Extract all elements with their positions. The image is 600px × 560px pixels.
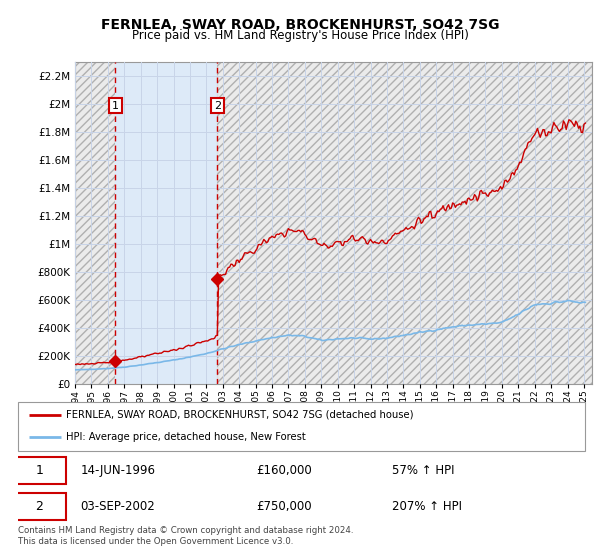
Text: 03-SEP-2002: 03-SEP-2002	[80, 500, 155, 513]
Text: FERNLEA, SWAY ROAD, BROCKENHURST, SO42 7SG (detached house): FERNLEA, SWAY ROAD, BROCKENHURST, SO42 7…	[66, 410, 413, 420]
Text: £160,000: £160,000	[256, 464, 312, 477]
Bar	[75, 62, 115, 384]
Text: £750,000: £750,000	[256, 500, 312, 513]
Text: 2: 2	[214, 101, 221, 111]
Text: 207% ↑ HPI: 207% ↑ HPI	[392, 500, 462, 513]
Bar	[115, 62, 217, 384]
Text: 1: 1	[35, 464, 43, 477]
FancyBboxPatch shape	[18, 402, 585, 451]
Bar	[217, 62, 592, 384]
FancyBboxPatch shape	[13, 493, 66, 520]
Text: Price paid vs. HM Land Registry's House Price Index (HPI): Price paid vs. HM Land Registry's House …	[131, 29, 469, 42]
Text: FERNLEA, SWAY ROAD, BROCKENHURST, SO42 7SG: FERNLEA, SWAY ROAD, BROCKENHURST, SO42 7…	[101, 18, 499, 32]
Text: 57% ↑ HPI: 57% ↑ HPI	[392, 464, 455, 477]
Text: 14-JUN-1996: 14-JUN-1996	[80, 464, 155, 477]
Text: Contains HM Land Registry data © Crown copyright and database right 2024.
This d: Contains HM Land Registry data © Crown c…	[18, 526, 353, 546]
Text: HPI: Average price, detached house, New Forest: HPI: Average price, detached house, New …	[66, 432, 306, 442]
Text: 2: 2	[35, 500, 43, 513]
Text: 1: 1	[112, 101, 119, 111]
FancyBboxPatch shape	[13, 456, 66, 484]
